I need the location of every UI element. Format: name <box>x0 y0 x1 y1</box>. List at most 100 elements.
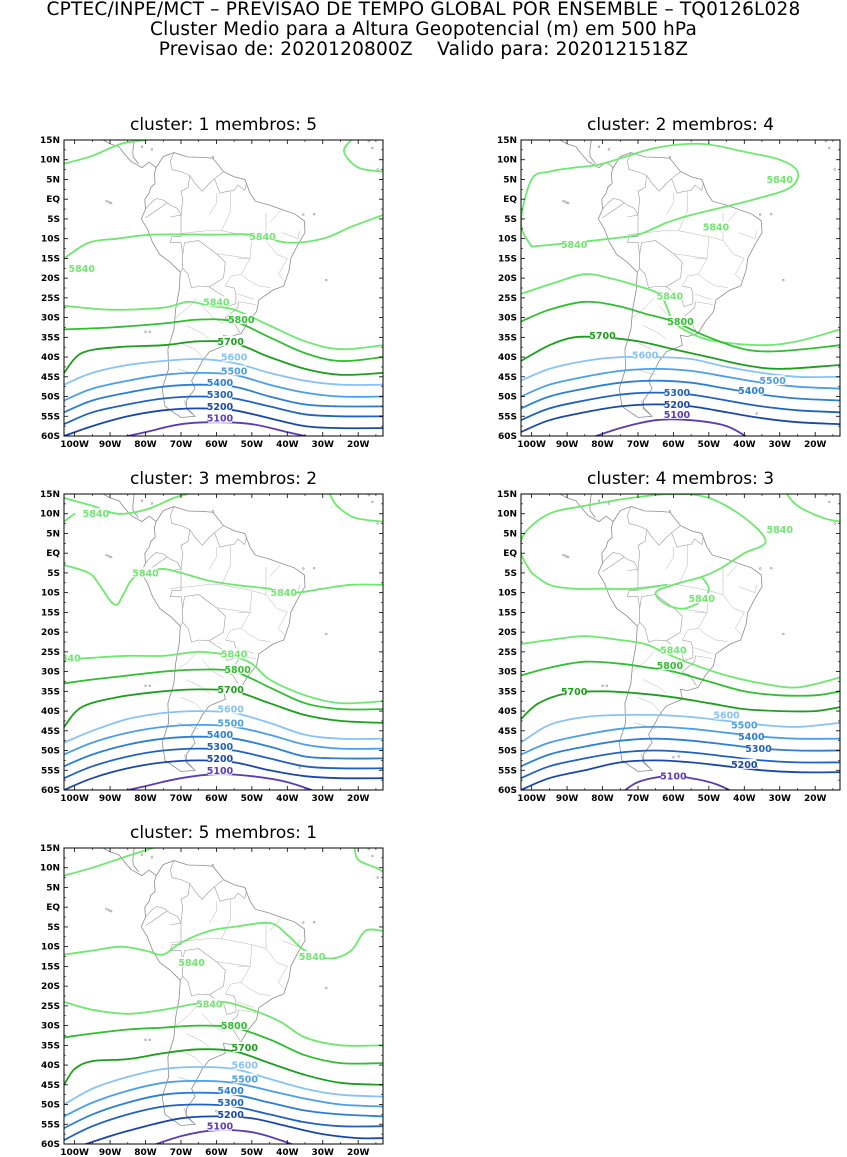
contour-label: 5600 <box>232 1061 259 1072</box>
contour-label-bg <box>739 731 764 742</box>
lon-label: 40W <box>276 1148 299 1157</box>
lat-label: 45S <box>498 373 517 383</box>
island <box>107 201 111 204</box>
state-border <box>682 273 699 287</box>
island <box>601 684 604 688</box>
state-border <box>666 547 674 570</box>
lat-label: 15S <box>41 254 60 264</box>
country-border <box>671 178 704 194</box>
lon-label: 40W <box>733 794 756 804</box>
lat-label: 5N <box>503 175 517 185</box>
state-border <box>237 293 255 300</box>
contour-label: 5840 <box>203 297 230 308</box>
island <box>325 278 328 282</box>
lat-label: 30S <box>498 314 517 324</box>
contour-label: 5840 <box>83 509 110 520</box>
lat-label: 10N <box>40 156 60 166</box>
contour-5840 <box>64 512 76 523</box>
state-border <box>697 258 728 288</box>
contour-5700 <box>64 340 383 376</box>
lat-label: 60S <box>498 432 517 442</box>
state-border <box>180 697 206 716</box>
country-border <box>169 506 191 570</box>
contour-label-bg <box>218 1097 243 1108</box>
lat-label: 10S <box>498 235 517 245</box>
lat-label: 15N <box>40 490 60 500</box>
contour-label-bg <box>207 752 232 763</box>
lat-label: 5N <box>46 883 60 893</box>
contour-label-bg <box>207 389 232 400</box>
island <box>759 213 762 216</box>
contour-label: 5700 <box>217 337 244 348</box>
contour-label: 5840 <box>249 232 276 243</box>
panel-title: cluster: 5 membros: 1 <box>130 823 317 843</box>
island <box>313 920 316 924</box>
lon-label: 100W <box>60 794 89 804</box>
map-svg: cluster: 4 membros: 3 5840 5840 5840 5800 570… <box>497 469 841 804</box>
island <box>672 756 675 759</box>
lat-label: EQ <box>503 195 517 205</box>
lon-label: 40W <box>276 440 299 450</box>
state-border <box>269 210 281 224</box>
state-border <box>180 343 206 362</box>
state-border <box>708 567 724 595</box>
contour-label: 5840 <box>132 568 159 579</box>
contour-label: 5500 <box>731 720 758 731</box>
contour-label: 5700 <box>561 687 588 698</box>
state-border <box>265 948 288 991</box>
lat-label: 60S <box>41 1140 60 1150</box>
contour-label: 5840 <box>657 291 684 302</box>
country-border <box>646 171 681 192</box>
island <box>597 499 601 502</box>
country-border <box>681 655 696 673</box>
lon-label: 90W <box>99 1148 122 1157</box>
contour-label-bg <box>218 717 243 728</box>
island <box>371 854 374 858</box>
country-border <box>182 594 226 643</box>
contour-label: 5500 <box>221 366 248 377</box>
island <box>833 522 836 525</box>
state-border <box>726 210 738 224</box>
contour-5300 <box>64 1103 383 1141</box>
contour-label-bg <box>232 1059 257 1070</box>
state-border <box>225 273 242 287</box>
island <box>755 412 758 415</box>
coastline <box>102 140 157 169</box>
contour-label-bg <box>250 231 275 242</box>
country-border <box>602 198 639 216</box>
lat-label: 45S <box>41 373 60 383</box>
lon-label: 90W <box>556 794 579 804</box>
contour-label-bg <box>222 648 247 659</box>
state-border <box>738 230 757 240</box>
contour-label: 5600 <box>632 351 659 362</box>
contour-label-bg <box>562 685 587 696</box>
island <box>770 566 773 570</box>
lat-label: 35S <box>498 687 517 697</box>
island <box>770 212 773 216</box>
lon-label: 30W <box>769 440 792 450</box>
contour-label: 5700 <box>217 685 244 696</box>
contour-label-bg <box>661 644 686 655</box>
contour-label-bg <box>229 314 254 325</box>
lon-label: 70W <box>170 1148 193 1157</box>
map-svg: cluster: 5 membros: 1 5840 5840 5840 5800 570… <box>40 823 384 1157</box>
lon-label: 100W <box>60 440 89 450</box>
lon-label: 30W <box>312 1148 335 1157</box>
contour-label: 5400 <box>207 730 234 741</box>
contour-5200 <box>521 759 840 790</box>
lon-label: 70W <box>170 794 193 804</box>
contour-5700 <box>64 688 383 728</box>
contour-label-bg <box>207 764 232 775</box>
lon-label: 70W <box>170 440 193 450</box>
coastline <box>140 506 306 772</box>
coastline <box>559 494 614 523</box>
country-border <box>224 301 239 319</box>
island <box>367 140 371 143</box>
contour-label: 5800 <box>224 665 251 676</box>
lat-label: 30S <box>41 1022 60 1032</box>
country-border <box>602 552 639 570</box>
contour-label: 5840 <box>689 594 716 605</box>
lon-label: 90W <box>556 440 579 450</box>
coastline <box>597 152 763 418</box>
island <box>150 856 154 859</box>
